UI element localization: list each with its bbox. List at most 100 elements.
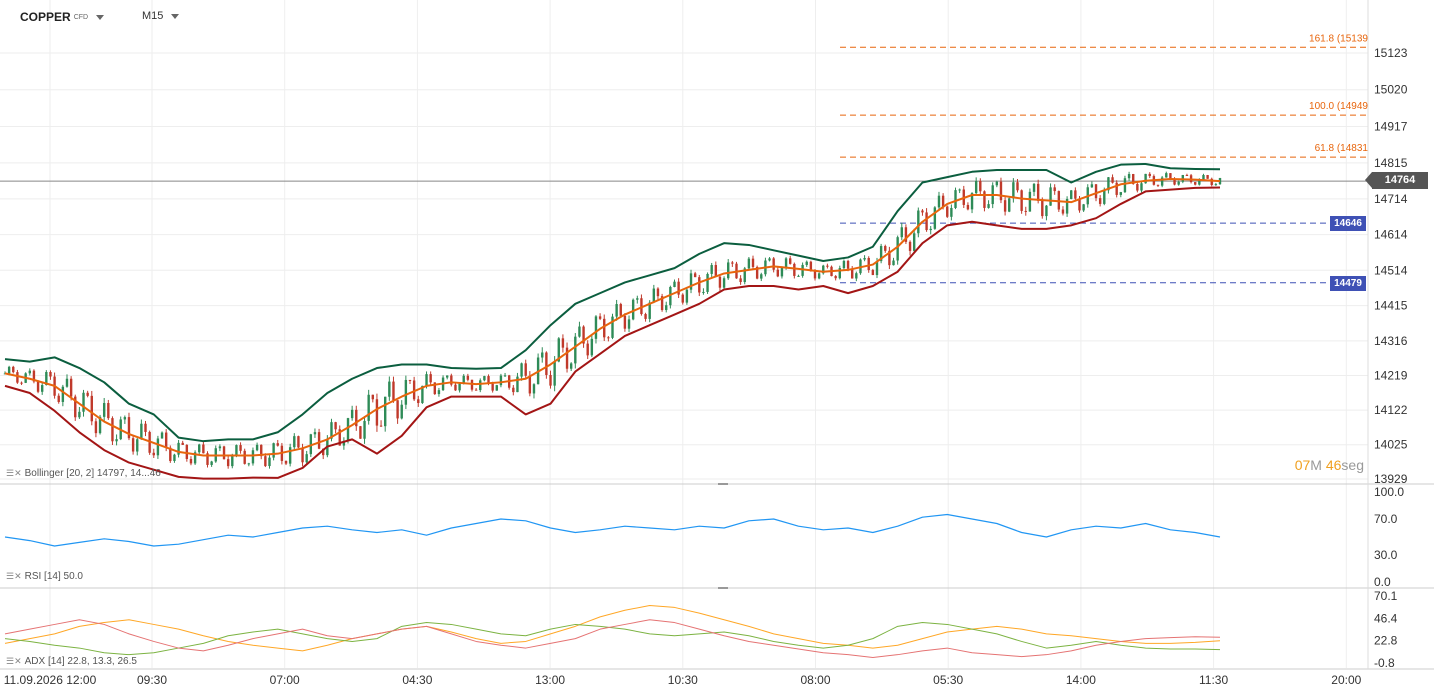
candle-body xyxy=(69,378,73,397)
candle-body xyxy=(115,439,118,442)
candle-body xyxy=(346,418,350,441)
candle-body xyxy=(1185,174,1189,176)
candle-body xyxy=(185,444,189,459)
candle-body xyxy=(404,379,408,405)
time-tick-label: 05:30 xyxy=(933,673,963,687)
time-tick-label: 20:00 xyxy=(1331,673,1361,687)
candle-body xyxy=(681,294,684,303)
candle-body xyxy=(693,273,697,278)
symbol-selector[interactable]: COPPER CFD xyxy=(20,10,105,24)
timeframe-label: M15 xyxy=(142,10,164,22)
candle-body xyxy=(685,289,689,303)
candle-body xyxy=(338,429,341,446)
candle-body xyxy=(86,392,89,396)
candle-body xyxy=(760,274,763,279)
candle-body xyxy=(1003,200,1007,212)
rsi-tick-label: 100.0 xyxy=(1374,485,1404,499)
candle-body xyxy=(966,204,970,210)
candle-body xyxy=(1041,200,1044,217)
candle-body xyxy=(107,403,110,419)
candle-body xyxy=(474,389,478,391)
candle-body xyxy=(375,399,379,426)
candle-body xyxy=(355,409,358,427)
candle-body xyxy=(487,376,490,384)
candle-body xyxy=(983,191,986,208)
candle-body xyxy=(615,304,618,317)
candle-body xyxy=(78,411,81,418)
candle-body xyxy=(598,316,602,319)
di-minus-line xyxy=(4,605,1221,652)
candle-body xyxy=(702,291,705,293)
settings-icon[interactable]: ☰✕ xyxy=(6,468,22,478)
candle-body xyxy=(842,260,846,269)
candle-body xyxy=(98,416,102,434)
candle-body xyxy=(350,409,354,419)
candle-body xyxy=(1144,173,1147,184)
candle-body xyxy=(751,258,755,267)
candle-body xyxy=(1173,178,1176,185)
candle-body xyxy=(400,404,403,419)
candle-body xyxy=(111,418,114,442)
rsi-label[interactable]: ☰✕ RSI [14] 50.0 xyxy=(6,571,83,582)
settings-icon[interactable]: ☰✕ xyxy=(6,656,22,666)
countdown-min-unit: M xyxy=(1310,457,1322,473)
candle-body xyxy=(284,460,288,464)
candle-body xyxy=(772,258,775,270)
candle-body xyxy=(797,275,800,277)
candle-body xyxy=(755,266,759,279)
time-tick-label: 04:30 xyxy=(402,673,432,687)
candle-body xyxy=(855,273,858,279)
bollinger-label[interactable]: ☰✕ Bollinger [20, 2] 14797, 14...46 xyxy=(6,468,161,479)
adx-label[interactable]: ☰✕ ADX [14] 22.8, 13.3, 26.5 xyxy=(6,656,137,667)
candle-body xyxy=(532,384,536,394)
candle-body xyxy=(1053,187,1056,192)
candle-body xyxy=(627,319,631,329)
candle-body xyxy=(743,268,746,283)
candle-body xyxy=(210,461,213,465)
adx-tick-label: 22.8 xyxy=(1374,634,1398,648)
candle-body xyxy=(1103,190,1106,204)
candle-body xyxy=(243,450,246,464)
candle-body xyxy=(689,273,693,290)
candle-body xyxy=(293,436,296,448)
candle-body xyxy=(644,314,647,319)
candle-body xyxy=(1012,182,1015,199)
candle-body xyxy=(322,448,325,456)
candle-body xyxy=(160,432,164,439)
candle-body xyxy=(90,395,93,422)
candle-body xyxy=(607,337,610,339)
adx-panel xyxy=(4,605,1221,659)
timeframe-selector[interactable]: M15 xyxy=(142,10,180,22)
candle-body xyxy=(834,276,837,279)
level-tag-lower[interactable]: 14479 xyxy=(1330,276,1366,291)
level-tag-upper[interactable]: 14646 xyxy=(1330,216,1366,231)
candle-body xyxy=(408,379,412,381)
candle-body xyxy=(652,288,656,303)
adx-tick-label: -0.8 xyxy=(1374,656,1395,670)
candle-body xyxy=(673,281,676,287)
candle-body xyxy=(557,338,560,362)
candle-body xyxy=(330,422,333,439)
candle-body xyxy=(1074,190,1077,199)
candle-body xyxy=(623,315,627,329)
candle-body xyxy=(247,463,251,465)
adx-text: ADX [14] 22.8, 13.3, 26.5 xyxy=(24,656,137,667)
candle-body xyxy=(429,374,432,383)
settings-icon[interactable]: ☰✕ xyxy=(6,571,22,581)
candle-body xyxy=(524,363,527,376)
candle-body xyxy=(479,380,482,391)
candle-body xyxy=(1024,210,1027,212)
candle-body xyxy=(817,273,821,279)
fib-level-label: 161.8 (15139 xyxy=(1309,33,1368,44)
candle-body xyxy=(768,258,771,261)
symbol-name: COPPER xyxy=(20,10,71,24)
candle-body xyxy=(921,210,924,213)
candle-body xyxy=(900,227,903,238)
candle-body xyxy=(813,271,817,279)
candle-body xyxy=(206,453,209,465)
fib-level-label: 100.0 (14949 xyxy=(1309,101,1368,112)
candle-body xyxy=(94,421,98,434)
candle-body xyxy=(454,384,457,391)
candle-body xyxy=(970,193,974,210)
